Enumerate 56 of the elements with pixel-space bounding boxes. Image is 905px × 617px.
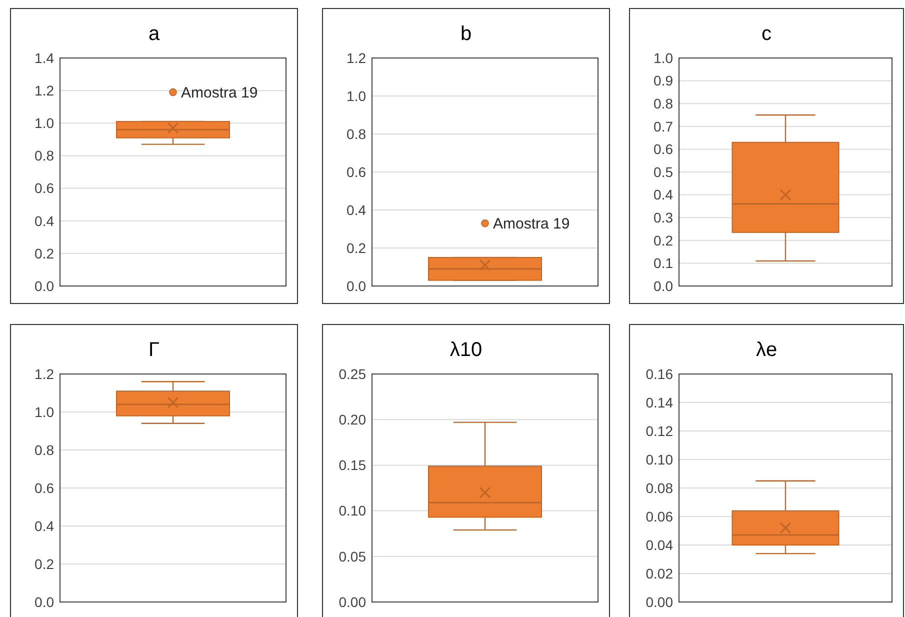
chart-title: λe <box>756 339 778 361</box>
y-tick-label: 0.10 <box>338 502 366 519</box>
y-tick-label: 1.2 <box>346 50 366 66</box>
y-tick-label: 0.0 <box>34 278 54 294</box>
y-tick-label: 0.3 <box>654 210 674 226</box>
y-tick-label: 1.0 <box>34 404 54 420</box>
y-tick-label: 0.0 <box>346 278 366 294</box>
y-tick-label: 1.2 <box>34 366 54 382</box>
chart-title: a <box>148 23 160 45</box>
y-tick-label: 0.8 <box>654 96 674 112</box>
chart-title: λ10 <box>450 339 482 361</box>
y-tick-label: 0.00 <box>646 594 674 610</box>
y-tick-label: 1.2 <box>34 82 54 98</box>
y-tick-label: 1.0 <box>346 88 366 104</box>
y-tick-label: 0.8 <box>34 442 54 458</box>
y-tick-label: 0.1 <box>654 255 674 272</box>
chart-title: b <box>460 23 472 45</box>
y-tick-label: 0.4 <box>34 212 54 229</box>
y-tick-label: 0.14 <box>646 394 674 410</box>
y-tick-label: 0.2 <box>346 240 366 256</box>
annotation: Amostra 19 <box>181 84 258 102</box>
y-tick-label: 0.20 <box>338 412 366 428</box>
y-tick-label: 0.5 <box>654 164 674 180</box>
y-tick-label: 0.10 <box>646 451 674 468</box>
y-tick-label: 0.6 <box>654 141 674 158</box>
chart-title: c <box>762 23 772 45</box>
y-tick-label: 0.9 <box>654 72 674 89</box>
y-tick-label: 1.0 <box>654 50 674 66</box>
y-tick-label: 0.6 <box>346 164 366 180</box>
y-tick-label: 0.00 <box>338 594 366 610</box>
y-tick-label: 0.2 <box>654 232 674 248</box>
y-tick-label: 0.2 <box>34 245 54 262</box>
y-tick-label: 0.2 <box>34 556 54 572</box>
y-tick-label: 0.4 <box>34 518 54 534</box>
y-tick-label: 0.8 <box>346 126 366 142</box>
y-tick-label: 0.0 <box>34 594 54 610</box>
y-tick-label: 0.0 <box>654 278 674 294</box>
y-tick-label: 0.12 <box>646 422 674 439</box>
y-tick-label: 0.6 <box>34 480 54 496</box>
y-tick-label: 1.4 <box>34 50 54 66</box>
y-tick-label: 0.16 <box>646 366 674 382</box>
y-tick-label: 0.25 <box>338 366 366 382</box>
y-tick-label: 0.8 <box>34 148 54 164</box>
chart-title: Γ <box>148 339 160 361</box>
y-tick-label: 0.02 <box>646 565 674 582</box>
y-tick-label: 0.4 <box>654 186 674 203</box>
y-tick-label: 0.6 <box>34 180 54 196</box>
y-tick-label: 0.15 <box>338 457 366 474</box>
y-tick-label: 0.05 <box>338 548 366 564</box>
y-tick-label: 0.7 <box>654 118 674 134</box>
y-tick-label: 0.4 <box>346 202 366 218</box>
y-tick-label: 1.0 <box>34 115 54 132</box>
annotation: Amostra 19 <box>493 216 570 233</box>
y-tick-label: 0.08 <box>646 480 674 496</box>
y-tick-label: 0.04 <box>646 536 674 553</box>
y-tick-label: 0.06 <box>646 508 674 524</box>
